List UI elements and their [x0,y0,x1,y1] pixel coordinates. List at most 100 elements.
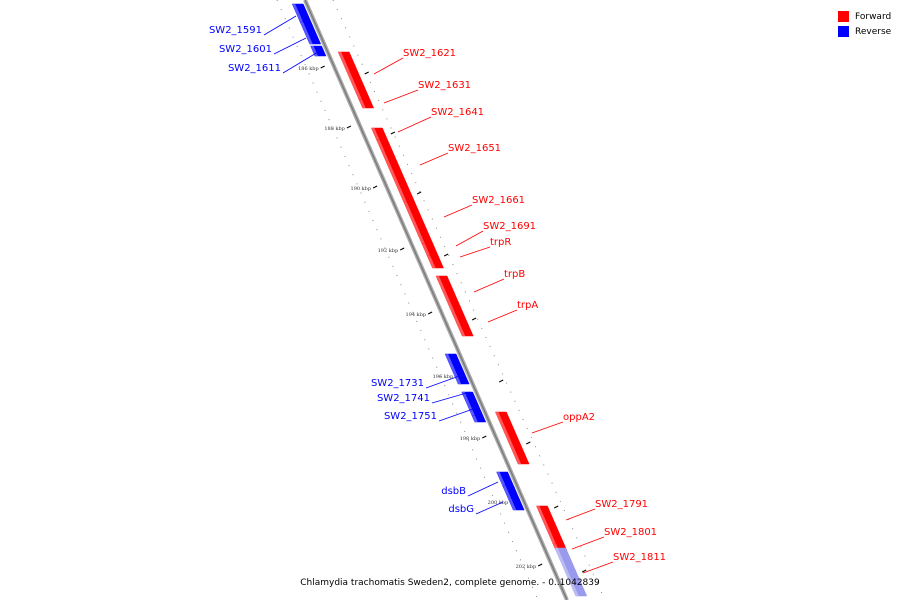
gene-label-sw2-1751[interactable]: SW2_1751 [384,411,437,422]
gene-label-dsbb[interactable]: dsbB [441,486,466,497]
tick-mark [416,191,422,195]
gene-highlight [292,4,304,22]
reverse-swatch [838,26,849,37]
gene-trpa[interactable] [452,313,474,337]
tick-label: 200 kbp [488,500,509,506]
forward-swatch [838,11,849,22]
tick-mark [443,253,449,257]
gene-highlight [502,486,517,510]
gene-leader-line [531,421,564,434]
gene-highlight [422,244,431,256]
gene-highlight [554,548,579,596]
tick-mark [427,311,433,315]
gene-leader-line [565,508,596,521]
gene-label-sw2-1811[interactable]: SW2_1811 [613,552,666,563]
tick-mark [526,441,531,445]
genome-caption: Chlamydia trachomatis Sweden2, complete … [300,578,600,588]
gene-highlight [376,140,407,202]
gene-highlight [496,472,507,488]
tick-mark [537,563,543,567]
gene-label-trpr[interactable]: trpR [490,237,511,248]
reverse-track-dots [276,0,539,600]
gene-highlight [452,314,466,336]
tick-label: 196 kbp [433,374,454,380]
tick-label: 202 kbp [516,564,537,570]
gene-highlight [427,256,436,268]
gene-highlight [300,22,313,44]
legend-reverse-label: Reverse [855,26,892,37]
tick-layer: 186 kbp 188 kbp 190 kbp 192 kbp 194 kbp 196 k… [298,65,587,573]
tick-label: 194 kbp [406,312,427,318]
gene-layer [291,3,588,597]
gene-leader-line [383,89,419,104]
gene-highlight [338,52,363,100]
tick-mark [553,505,559,509]
gene-trpr[interactable] [426,255,444,269]
gene-leader-line [263,15,297,36]
gene-sw2-1811[interactable] [554,547,588,597]
gene-sw2-1601[interactable] [299,21,322,45]
gene-highlight [436,276,456,314]
gene-highlight [403,202,426,244]
gene-highlight [371,128,380,140]
label-layer: SW2_1591 SW2_1601 SW2_1611 SW2_1621 SW2_1631… [209,15,666,574]
tick-mark [498,379,504,383]
gene-label-sw2-1641[interactable]: SW2_1641 [431,107,484,118]
tick-mark [372,185,378,189]
tick-mark [482,435,487,439]
gene-label-sw2-1801[interactable]: SW2_1801 [604,527,657,538]
gene-highlight [461,392,476,416]
gene-highlight [495,412,522,464]
gene-sw2-1611[interactable] [310,45,327,57]
gene-sw2-1631[interactable] [358,99,375,109]
gene-leader-line [459,246,491,258]
tick-label: 192 kbp [378,248,399,254]
gene-label-oppa2[interactable]: oppA2 [563,412,595,423]
gene-label-sw2-1611[interactable]: SW2_1611 [228,63,281,74]
tick-mark [346,125,352,129]
gene-leader-line [425,374,463,389]
gene-label-sw2-1661[interactable]: SW2_1661 [472,195,525,206]
gene-leader-line [571,536,605,550]
gene-label-sw2-1601[interactable]: SW2_1601 [219,44,272,55]
gene-leader-line [473,278,505,293]
gene-label-sw2-1631[interactable]: SW2_1631 [418,80,471,91]
genome-backbone-core [304,0,568,600]
tick-mark [581,569,587,573]
tick-mark [390,131,396,135]
tick-mark [320,65,325,69]
legend-reverse: Reverse [838,24,891,39]
gene-label-trpb[interactable]: trpB [504,269,525,280]
gene-highlight [359,100,366,108]
tick-label: 186 kbp [298,66,319,72]
gene-leader-line [455,230,484,247]
gene-oppa2[interactable] [495,411,530,465]
tick-mark [471,317,477,321]
gene-leader-line [419,152,449,166]
gene-label-sw2-1791[interactable]: SW2_1791 [595,499,648,510]
gene-label-sw2-1621[interactable]: SW2_1621 [403,48,456,59]
gene-leader-line [467,481,499,497]
gene-label-sw2-1591[interactable]: SW2_1591 [209,25,262,36]
tick-label: 190 kbp [351,186,372,192]
gene-leader-line [582,561,614,574]
tick-mark [399,247,405,251]
gene-leader-line [373,57,404,75]
tick-label: 198 kbp [460,436,481,442]
gene-dsbg[interactable] [502,485,525,511]
gene-label-sw2-1651[interactable]: SW2_1651 [448,143,501,154]
gene-sw2-1731[interactable] [444,353,470,385]
gene-label-sw2-1741[interactable]: SW2_1741 [377,393,430,404]
gene-leader-line [475,501,504,515]
gene-label-dsbg[interactable]: dsbG [448,504,474,515]
gene-label-trpa[interactable]: trpA [517,300,538,311]
gene-label-sw2-1731[interactable]: SW2_1731 [371,378,424,389]
gene-sw2-1751[interactable] [471,415,487,423]
gene-leader-line [431,391,471,404]
gene-highlight [472,416,478,422]
gene-leader-line [487,309,518,323]
legend-forward: Forward [838,9,891,24]
gene-leader-line [273,37,307,55]
gene-label-sw2-1691[interactable]: SW2_1691 [483,221,536,232]
